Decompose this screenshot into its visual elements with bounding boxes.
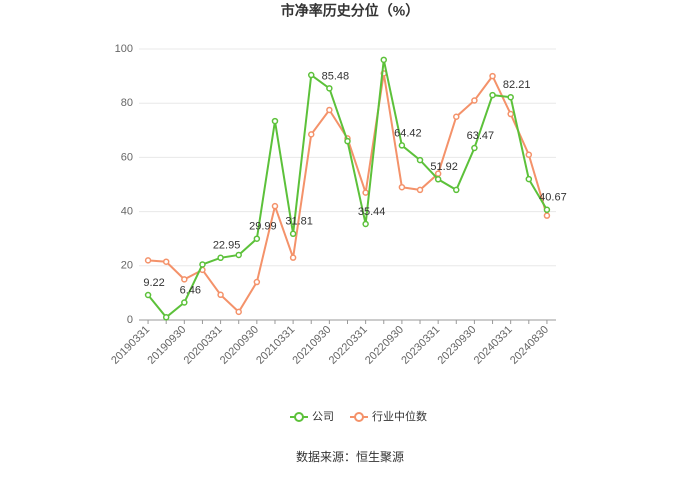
point	[144, 291, 152, 299]
y-tick-label: 20	[121, 260, 133, 272]
point	[453, 186, 460, 194]
point	[543, 212, 551, 219]
point	[217, 291, 224, 299]
data-label: 64.42	[394, 127, 422, 139]
point	[144, 257, 152, 264]
x-tick-label: 20220930	[363, 324, 406, 367]
data-label: 35.44	[358, 206, 386, 218]
point	[362, 220, 369, 228]
point	[235, 251, 242, 259]
point	[507, 110, 514, 118]
data-label: 63.47	[467, 130, 495, 142]
point	[271, 202, 279, 210]
point	[344, 137, 351, 145]
point	[271, 117, 279, 125]
data-label: 22.95	[213, 240, 241, 252]
point	[398, 142, 406, 149]
point	[253, 235, 261, 242]
point	[162, 314, 170, 321]
point	[471, 144, 478, 152]
data-label: 29.99	[249, 221, 277, 233]
legend-label: 行业中位数	[372, 409, 427, 423]
legend-marker	[294, 412, 304, 422]
x-tick-label: 20230930	[435, 324, 478, 367]
point	[416, 156, 424, 164]
x-tick-label: 20210930	[290, 324, 333, 367]
x-tick-label: 20240830	[508, 324, 551, 367]
point	[326, 85, 333, 92]
point	[434, 176, 442, 183]
point	[289, 254, 297, 261]
source: 数据来源：恒生聚源	[296, 449, 404, 464]
point	[380, 56, 388, 64]
point	[416, 186, 424, 194]
point	[489, 91, 496, 99]
point	[307, 131, 315, 138]
data-label: 82.21	[503, 79, 531, 91]
x-tick-label: 20190930	[145, 324, 188, 367]
point	[362, 189, 369, 196]
point	[471, 97, 478, 104]
point	[525, 151, 533, 158]
y-tick-label: 40	[121, 206, 133, 218]
x-tick-label: 20190331	[109, 324, 152, 367]
x-tick-label: 20230331	[399, 324, 442, 367]
point	[543, 206, 551, 214]
point	[453, 113, 460, 120]
point	[507, 93, 514, 101]
data-label: 85.48	[322, 70, 350, 82]
point	[307, 71, 315, 79]
point	[199, 261, 206, 268]
data-label: 31.81	[285, 216, 313, 228]
legend-label: 公司	[312, 411, 334, 423]
data-label: 9.22	[143, 277, 164, 289]
point	[253, 278, 261, 286]
point	[181, 276, 188, 283]
chart-title: 市净率历史分位（%）	[281, 3, 419, 19]
y-tick-label: 60	[121, 151, 133, 163]
x-tick-label: 20210331	[254, 324, 297, 367]
point	[525, 175, 533, 183]
x-tick-label: 20240331	[472, 324, 515, 367]
x-tick-label: 20200930	[218, 324, 261, 367]
point	[235, 308, 242, 316]
point	[489, 72, 496, 80]
point	[162, 258, 170, 265]
data-label: 51.92	[430, 161, 458, 173]
data-label: 40.67	[539, 192, 567, 204]
point	[398, 183, 406, 191]
point	[217, 254, 224, 262]
y-tick-label: 100	[115, 43, 133, 55]
point	[326, 106, 333, 114]
legend-marker	[354, 412, 364, 422]
y-tick-label: 80	[121, 97, 133, 109]
point	[289, 230, 297, 238]
point	[181, 299, 188, 306]
y-tick-label: 0	[127, 314, 133, 326]
x-tick-label: 20200331	[182, 324, 225, 367]
data-label: 6.46	[180, 284, 201, 296]
x-tick-label: 20220331	[327, 324, 370, 367]
